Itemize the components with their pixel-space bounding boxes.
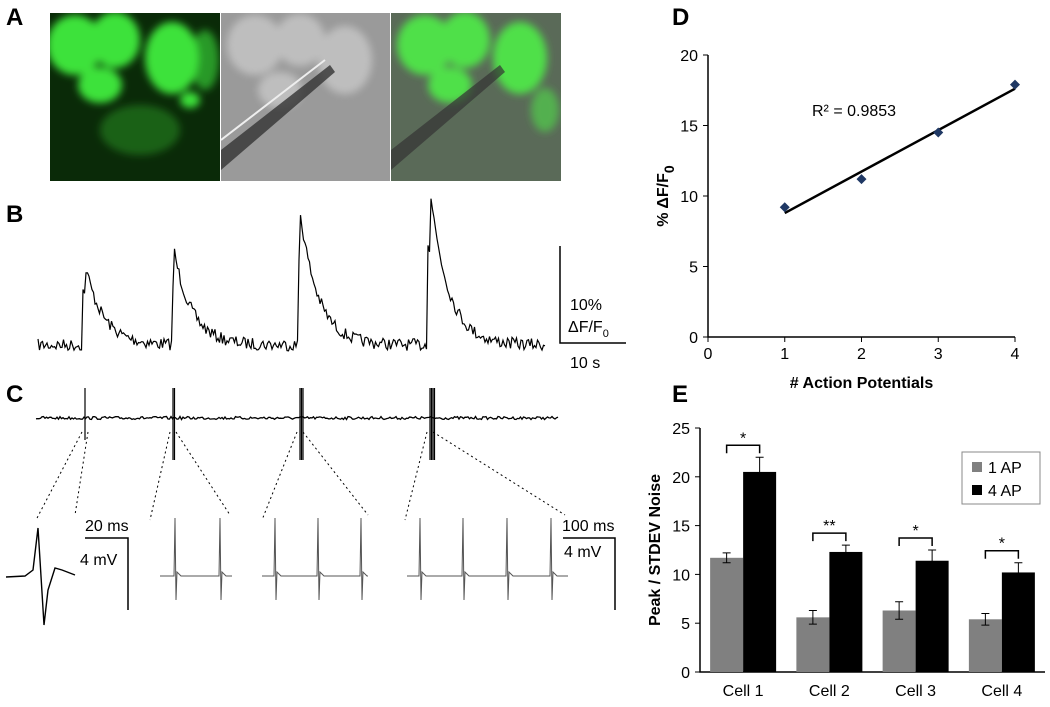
zoom-guide bbox=[35, 431, 83, 521]
significance-bracket bbox=[725, 444, 761, 454]
panel-label: D bbox=[672, 4, 689, 31]
bar bbox=[743, 471, 777, 672]
legend-label: 1 AP bbox=[988, 460, 1022, 477]
x-tick-label: 0 bbox=[704, 346, 713, 363]
significance-bracket bbox=[812, 532, 847, 542]
c-scale-bars: 20 ms 4 mV 100 ms 4 mV bbox=[80, 518, 616, 610]
error-bar bbox=[981, 612, 990, 626]
x-tick-label: Cell 4 bbox=[981, 683, 1022, 700]
x-tick-label: 3 bbox=[934, 346, 943, 363]
image-fluorescence bbox=[50, 13, 220, 181]
y-tick-label: 20 bbox=[680, 48, 698, 65]
panel-label: B bbox=[6, 201, 23, 228]
spike-zoom bbox=[5, 527, 76, 626]
scale-label: 4 mV bbox=[564, 544, 602, 561]
scale-sub: 0 bbox=[603, 328, 609, 340]
y-axis-label: % ΔF/F0 bbox=[655, 165, 677, 227]
error-bar bbox=[841, 544, 850, 560]
zoom-guide bbox=[74, 431, 89, 516]
x-tick-label: Cell 1 bbox=[723, 683, 764, 700]
legend-swatch bbox=[972, 462, 982, 472]
zoom-guide bbox=[404, 431, 428, 521]
error-bar bbox=[1014, 562, 1023, 583]
bar bbox=[829, 551, 863, 672]
y-tick-label: 15 bbox=[672, 519, 690, 536]
error-bar bbox=[808, 610, 817, 625]
bar bbox=[882, 610, 916, 672]
y-tick-label: 10 bbox=[680, 189, 698, 206]
spike-zoom bbox=[160, 517, 232, 601]
spike-zoom bbox=[407, 517, 568, 601]
trendline bbox=[784, 87, 1016, 215]
significance-label: * bbox=[913, 523, 919, 540]
spike bbox=[172, 388, 176, 460]
point bbox=[1010, 79, 1020, 90]
spike bbox=[299, 388, 304, 460]
zoom-guide bbox=[175, 431, 231, 516]
zoom-guide bbox=[261, 431, 298, 521]
zoom-guide bbox=[302, 431, 369, 516]
image-dic bbox=[221, 13, 390, 181]
significance-bracket bbox=[898, 537, 933, 546]
panel-label: A bbox=[6, 4, 23, 31]
significance-label: * bbox=[740, 430, 746, 447]
scale-label: 20 ms bbox=[85, 518, 129, 535]
spike bbox=[429, 388, 436, 460]
point bbox=[856, 174, 867, 185]
scale-label: 4 mV bbox=[80, 552, 118, 569]
zoom-guide bbox=[149, 431, 171, 521]
x-tick-label: Cell 2 bbox=[809, 683, 850, 700]
y-tick-label: 25 bbox=[672, 421, 690, 438]
significance-label: ** bbox=[823, 518, 835, 535]
y-axis-label-sub: 0 bbox=[661, 165, 677, 173]
y-tick-label: 5 bbox=[681, 616, 690, 633]
annotation: R² = 0.9853 bbox=[812, 103, 896, 120]
x-tick-label: 4 bbox=[1011, 346, 1020, 363]
legend-swatch bbox=[972, 485, 982, 495]
x-tick-label: 2 bbox=[857, 346, 866, 363]
panel-label: C bbox=[6, 381, 23, 408]
zoom-guide bbox=[432, 431, 566, 516]
point bbox=[779, 202, 790, 213]
y-tick-label: 15 bbox=[680, 119, 698, 136]
scale-label: ΔF/F bbox=[568, 319, 603, 336]
error-bar bbox=[895, 601, 904, 620]
error-bar bbox=[755, 456, 764, 488]
traces bbox=[5, 198, 568, 626]
bar bbox=[1001, 572, 1035, 672]
axis bbox=[707, 55, 1015, 338]
y-axis-label-text: % ΔF/F bbox=[655, 173, 672, 227]
y-tick-label: 20 bbox=[672, 470, 690, 487]
error-bar bbox=[928, 549, 937, 572]
y-tick-label: 5 bbox=[689, 260, 698, 277]
image-merge bbox=[391, 13, 561, 181]
y-tick-label: 10 bbox=[672, 567, 690, 584]
significance-bracket bbox=[984, 549, 1020, 559]
bar bbox=[710, 557, 744, 672]
y-tick-label: 0 bbox=[689, 330, 698, 347]
b-scale-bar: 10% ΔF/F0 10 s bbox=[559, 246, 626, 372]
scale-label: ΔF/F0 bbox=[568, 319, 609, 340]
scale-label: 100 ms bbox=[562, 518, 614, 535]
significance-label: * bbox=[999, 536, 1005, 553]
x-tick-label: 1 bbox=[780, 346, 789, 363]
x-axis-label: # Action Potentials bbox=[790, 375, 934, 392]
x-tick-label: Cell 3 bbox=[895, 683, 936, 700]
panel-label: E bbox=[672, 381, 688, 408]
bar bbox=[796, 617, 830, 672]
fluorescence-trace bbox=[37, 198, 546, 352]
y-tick-label: 0 bbox=[681, 665, 690, 682]
legend-box bbox=[961, 451, 1041, 505]
error-bar bbox=[722, 552, 731, 564]
scale-label: 10 s bbox=[570, 355, 600, 372]
ephys-trace bbox=[35, 415, 559, 421]
legend-label: 4 AP bbox=[988, 483, 1022, 500]
scale-label: 10% bbox=[570, 297, 602, 314]
bar bbox=[968, 619, 1002, 672]
spike-zoom bbox=[262, 517, 368, 601]
bar bbox=[915, 560, 949, 672]
point bbox=[933, 127, 944, 138]
y-axis-label: Peak / STDEV Noise bbox=[647, 474, 664, 626]
